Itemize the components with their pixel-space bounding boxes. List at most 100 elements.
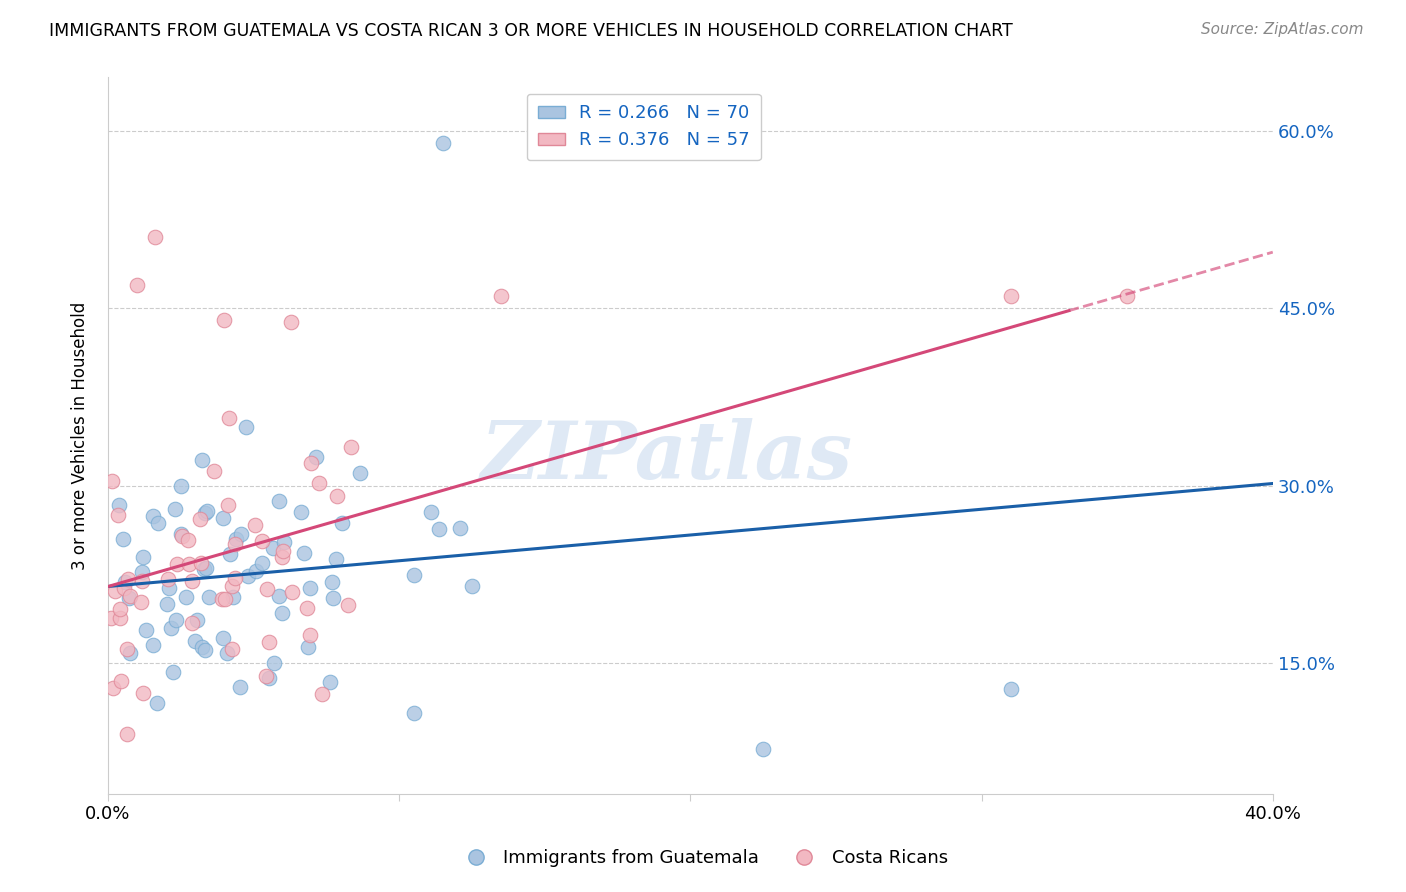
Point xyxy=(250,556,273,570)
Point xyxy=(325,552,347,566)
Point xyxy=(148,516,170,530)
Text: IMMIGRANTS FROM GUATEMALA VS COSTA RICAN 3 OR MORE VEHICLES IN HOUSEHOLD CORRELA: IMMIGRANTS FROM GUATEMALA VS COSTA RICAN… xyxy=(49,22,1012,40)
Legend: R = 0.266   N = 70, R = 0.376   N = 57: R = 0.266 N = 70, R = 0.376 N = 57 xyxy=(527,94,761,161)
Point xyxy=(322,591,344,605)
Point xyxy=(212,631,235,645)
Point xyxy=(224,571,246,585)
Point xyxy=(194,643,217,657)
Point xyxy=(257,635,280,649)
Point xyxy=(114,575,136,590)
Point xyxy=(229,680,252,694)
Point xyxy=(337,599,360,613)
Point xyxy=(194,506,217,520)
Point xyxy=(181,574,204,588)
Point xyxy=(252,534,274,549)
Point xyxy=(271,606,294,620)
Point xyxy=(1000,289,1022,303)
Point xyxy=(235,419,257,434)
Point xyxy=(402,567,425,582)
Point xyxy=(221,642,243,657)
Point xyxy=(177,557,200,571)
Point xyxy=(263,656,285,670)
Point xyxy=(211,510,233,524)
Point xyxy=(176,591,198,605)
Point xyxy=(299,628,322,642)
Point xyxy=(269,493,291,508)
Point xyxy=(193,562,215,576)
Point xyxy=(172,529,194,543)
Legend: Immigrants from Guatemala, Costa Ricans: Immigrants from Guatemala, Costa Ricans xyxy=(451,842,955,874)
Point xyxy=(236,568,259,582)
Point xyxy=(1116,289,1139,303)
Point xyxy=(170,478,193,492)
Point xyxy=(349,466,371,480)
Point xyxy=(188,511,211,525)
Point xyxy=(432,136,454,150)
Point xyxy=(340,440,363,454)
Point xyxy=(214,591,236,606)
Point xyxy=(110,602,132,616)
Point xyxy=(449,521,471,535)
Point xyxy=(215,647,238,661)
Point xyxy=(129,595,152,609)
Point xyxy=(419,505,441,519)
Point xyxy=(281,585,304,599)
Point xyxy=(218,410,240,425)
Point xyxy=(112,581,135,595)
Point xyxy=(222,590,245,604)
Point xyxy=(146,696,169,710)
Point xyxy=(214,313,236,327)
Point xyxy=(112,533,135,547)
Point xyxy=(177,533,200,547)
Point xyxy=(142,638,165,652)
Point xyxy=(170,527,193,541)
Point xyxy=(156,597,179,611)
Point xyxy=(143,230,166,244)
Point xyxy=(127,277,149,292)
Point xyxy=(427,522,450,536)
Point xyxy=(211,591,233,606)
Point xyxy=(319,675,342,690)
Point xyxy=(115,727,138,741)
Point xyxy=(198,590,221,604)
Point xyxy=(132,549,155,564)
Point xyxy=(218,547,240,561)
Point xyxy=(752,741,775,756)
Point xyxy=(117,572,139,586)
Point xyxy=(110,673,132,688)
Point xyxy=(195,560,218,574)
Point xyxy=(245,565,267,579)
Point xyxy=(1000,682,1022,697)
Point xyxy=(297,640,319,654)
Point xyxy=(273,535,295,549)
Point xyxy=(224,537,246,551)
Point xyxy=(157,582,180,596)
Point xyxy=(225,532,247,546)
Point xyxy=(298,581,321,595)
Point xyxy=(229,527,252,541)
Point xyxy=(132,686,155,700)
Point xyxy=(181,615,204,630)
Point xyxy=(184,633,207,648)
Point xyxy=(195,504,218,518)
Point xyxy=(221,579,243,593)
Point xyxy=(101,474,124,488)
Point xyxy=(190,556,212,570)
Text: Source: ZipAtlas.com: Source: ZipAtlas.com xyxy=(1201,22,1364,37)
Point xyxy=(254,669,277,683)
Point xyxy=(191,452,214,467)
Point xyxy=(166,557,188,571)
Point xyxy=(290,505,312,519)
Point xyxy=(163,502,186,516)
Point xyxy=(330,516,353,531)
Point xyxy=(262,541,284,555)
Point xyxy=(131,565,153,579)
Point xyxy=(292,546,315,560)
Point xyxy=(489,289,512,303)
Point xyxy=(118,591,141,605)
Point xyxy=(186,613,208,627)
Point xyxy=(259,671,281,685)
Point xyxy=(135,624,157,638)
Point xyxy=(107,508,129,522)
Point xyxy=(142,509,165,524)
